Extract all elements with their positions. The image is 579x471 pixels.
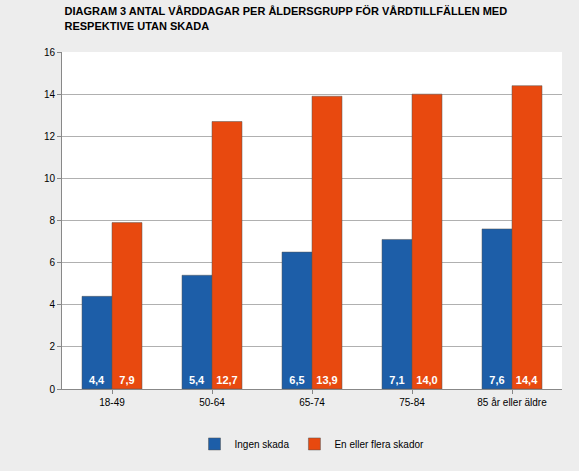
svg-text:75-84: 75-84: [399, 397, 425, 408]
svg-text:0: 0: [49, 384, 55, 395]
svg-text:12: 12: [44, 131, 56, 142]
svg-text:DIAGRAM 3 ANTAL VÅRDDAGAR PER: DIAGRAM 3 ANTAL VÅRDDAGAR PER ÅLDERSGRUP…: [65, 5, 508, 31]
svg-text:4: 4: [49, 299, 55, 310]
svg-text:50-64: 50-64: [199, 397, 225, 408]
svg-text:En eller flera skador: En eller flera skador: [334, 439, 424, 450]
svg-text:7,6: 7,6: [489, 374, 504, 386]
svg-text:14,0: 14,0: [416, 374, 437, 386]
svg-text:6: 6: [49, 257, 55, 268]
svg-text:12,7: 12,7: [216, 374, 237, 386]
svg-text:85 år eller äldre: 85 år eller äldre: [477, 397, 547, 408]
svg-text:7,1: 7,1: [389, 374, 404, 386]
svg-text:10: 10: [44, 173, 56, 184]
svg-text:18-49: 18-49: [99, 397, 125, 408]
svg-text:Ingen skada: Ingen skada: [235, 439, 290, 450]
svg-text:7,9: 7,9: [119, 374, 134, 386]
svg-text:2: 2: [49, 341, 55, 352]
svg-text:5,4: 5,4: [189, 374, 205, 386]
svg-text:6,5: 6,5: [289, 374, 304, 386]
svg-text:14,4: 14,4: [516, 374, 538, 386]
svg-text:65-74: 65-74: [299, 397, 325, 408]
svg-text:13,9: 13,9: [316, 374, 337, 386]
svg-text:4,4: 4,4: [89, 374, 105, 386]
svg-text:8: 8: [49, 215, 55, 226]
svg-text:16: 16: [44, 47, 56, 58]
svg-text:14: 14: [44, 89, 56, 100]
